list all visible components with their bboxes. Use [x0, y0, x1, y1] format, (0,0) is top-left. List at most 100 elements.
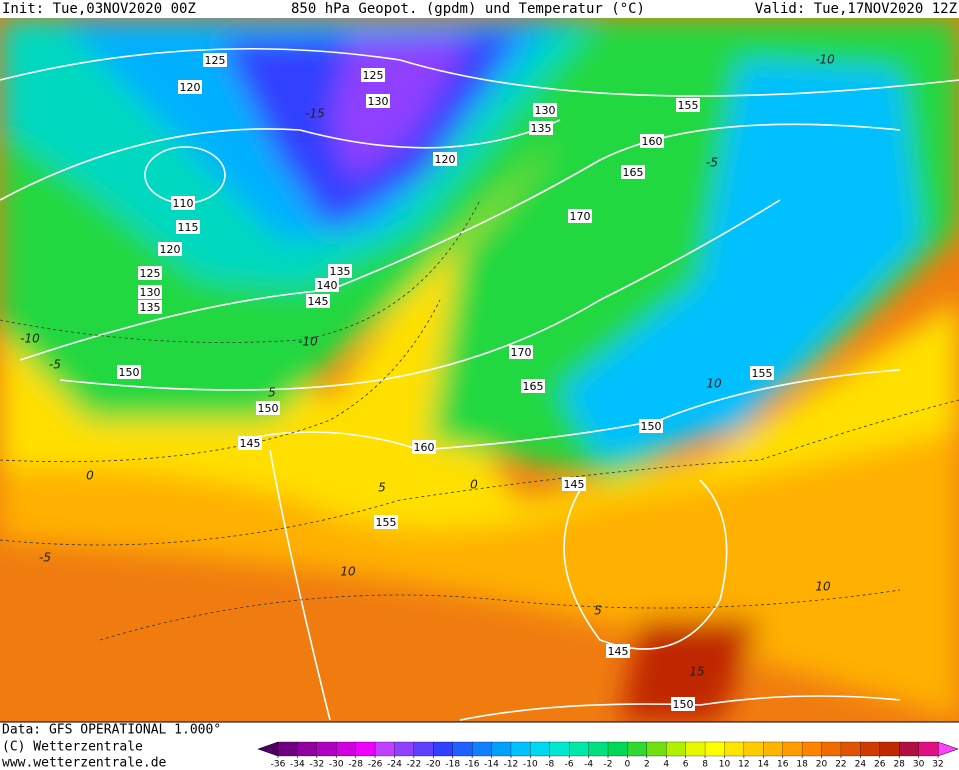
- geopotential-label-box: [433, 152, 457, 166]
- geopotential-label: 120: [160, 243, 181, 256]
- colorbar-tick-label: 24: [855, 760, 867, 770]
- colorbar-tick-label: 20: [816, 760, 828, 770]
- geopotential-label-box: [256, 401, 280, 415]
- colorbar-swatch: [666, 741, 687, 757]
- colorbar-tick-label: 28: [893, 760, 905, 770]
- valid-time: Valid: Tue,17NOV2020 12Z: [755, 1, 957, 17]
- colorbar-tick-label: 14: [758, 760, 770, 770]
- colorbar-swatch: [277, 741, 299, 757]
- geopotential-label: 125: [205, 54, 226, 67]
- copyright: (C) Wetterzentrale: [2, 740, 143, 755]
- colorbar-swatch: [899, 741, 920, 757]
- geopotential-label-box: [374, 515, 398, 529]
- geopotential-label: 150: [258, 402, 279, 415]
- colorbar-swatch: [510, 741, 532, 757]
- colorbar-tick-label: 4: [663, 760, 669, 770]
- geopotential-label: 130: [535, 104, 556, 117]
- colorbar-swatch: [355, 741, 376, 757]
- geopotential-label-box: [138, 300, 162, 314]
- temperature-label: -10: [20, 332, 40, 346]
- colorbar-tick-label: -14: [484, 760, 499, 770]
- colorbar-swatch: [530, 741, 551, 757]
- temperature-label: 10: [815, 580, 831, 594]
- geopotential-label-box: [138, 285, 162, 299]
- temperature-label: 10: [706, 377, 722, 391]
- geopotential-label: 145: [308, 295, 329, 308]
- temperature-label: 0: [86, 469, 94, 483]
- geopotential-label-box: [671, 697, 695, 711]
- colorbar-tick-label: 30: [913, 760, 925, 770]
- contour-labels: 125 120 125 130 120 130 135 155 160 165 170 110 115 1…: [20, 53, 835, 711]
- geopotential-label: 145: [608, 645, 629, 658]
- geopotential-label: 145: [564, 478, 585, 491]
- geopotential-label-box: [203, 53, 227, 67]
- geopotential-label: 140: [317, 279, 338, 292]
- geopotential-label: 130: [368, 95, 389, 108]
- geopotential-label-box: [640, 134, 664, 148]
- temperature-label: 0: [470, 478, 478, 492]
- geopotential-label-box: [621, 165, 645, 179]
- website: www.wetterzentrale.de: [2, 756, 167, 770]
- geopotential-label: 155: [752, 367, 773, 380]
- geopotential-label: 120: [435, 153, 456, 166]
- geopotential-label: 125: [363, 69, 384, 82]
- colorbar-swatch: [588, 741, 609, 757]
- geopotential-label: 150: [641, 420, 662, 433]
- colorbar-tick-label: -10: [523, 760, 538, 770]
- colorbar-swatch: [821, 741, 842, 757]
- colorbar-swatch: [394, 741, 415, 757]
- colorbar-tick-label: 10: [719, 760, 731, 770]
- map: [0, 18, 959, 722]
- geopotential-label-box: [328, 264, 352, 278]
- temperature-label: -15: [305, 107, 325, 121]
- geopotential-label: 135: [531, 122, 552, 135]
- colorbar-swatch: [491, 741, 512, 757]
- colorbar-high-arrow: [937, 741, 959, 757]
- geopotential-label: 170: [570, 210, 591, 223]
- geopotential-label: 160: [414, 441, 435, 454]
- colorbar-swatch: [646, 741, 667, 757]
- geopotential-label-box: [315, 278, 339, 292]
- geopotential-label-box: [676, 98, 700, 112]
- init-time: Init: Tue,03NOV2020 00Z: [2, 1, 196, 17]
- geopotential-label-box: [529, 121, 553, 135]
- geopotential-label-box: [562, 477, 586, 491]
- colorbar-tick-label: 32: [932, 760, 943, 770]
- data-source: Data: GFS OPERATIONAL 1.000°: [2, 723, 221, 738]
- geopotential-label-box: [117, 365, 141, 379]
- geopotential-label: 115: [178, 221, 199, 234]
- colorbar-tick-label: -8: [545, 760, 554, 770]
- colorbar-low-arrow: [257, 741, 279, 757]
- geopotential-label: 155: [678, 99, 699, 112]
- geopotential-label: 110: [173, 197, 194, 210]
- geopotential-label: 125: [140, 267, 161, 280]
- geopotential-label: 150: [673, 698, 694, 711]
- geopotential-label-box: [238, 436, 262, 450]
- geopotential-label: 150: [119, 366, 140, 379]
- geopotential-label-box: [509, 345, 533, 359]
- geopotential-label-box: [158, 242, 182, 256]
- colorbar-swatch: [569, 741, 590, 757]
- colorbar-tick-label: -2: [604, 760, 613, 770]
- geopotential-label: 165: [623, 166, 644, 179]
- colorbar-swatch: [685, 741, 706, 757]
- colorbar-tick-label: -26: [368, 760, 383, 770]
- colorbar-tick-label: -24: [387, 760, 402, 770]
- temperature-label: 5: [594, 604, 602, 618]
- colorbar-swatch: [452, 741, 473, 757]
- temperature-label: -5: [706, 156, 718, 170]
- geopotential-label: 170: [511, 346, 532, 359]
- geopotential-label-box: [366, 94, 390, 108]
- colorbar-tick-label: -22: [407, 760, 422, 770]
- map-title: 850 hPa Geopot. (gpdm) und Temperatur (°…: [291, 1, 645, 17]
- colorbar-tick-label: -28: [348, 760, 363, 770]
- geopotential-label-box: [521, 379, 545, 393]
- geopotential-label-box: [606, 644, 630, 658]
- colorbar-swatch: [918, 741, 939, 757]
- colorbar-tick-label: 0: [625, 760, 631, 770]
- geopotential-label: 130: [140, 286, 161, 299]
- geopotential-label-box: [361, 68, 385, 82]
- colorbar-swatch: [724, 741, 745, 757]
- temperature-label: -10: [815, 53, 835, 67]
- colorbar-swatch: [433, 741, 454, 757]
